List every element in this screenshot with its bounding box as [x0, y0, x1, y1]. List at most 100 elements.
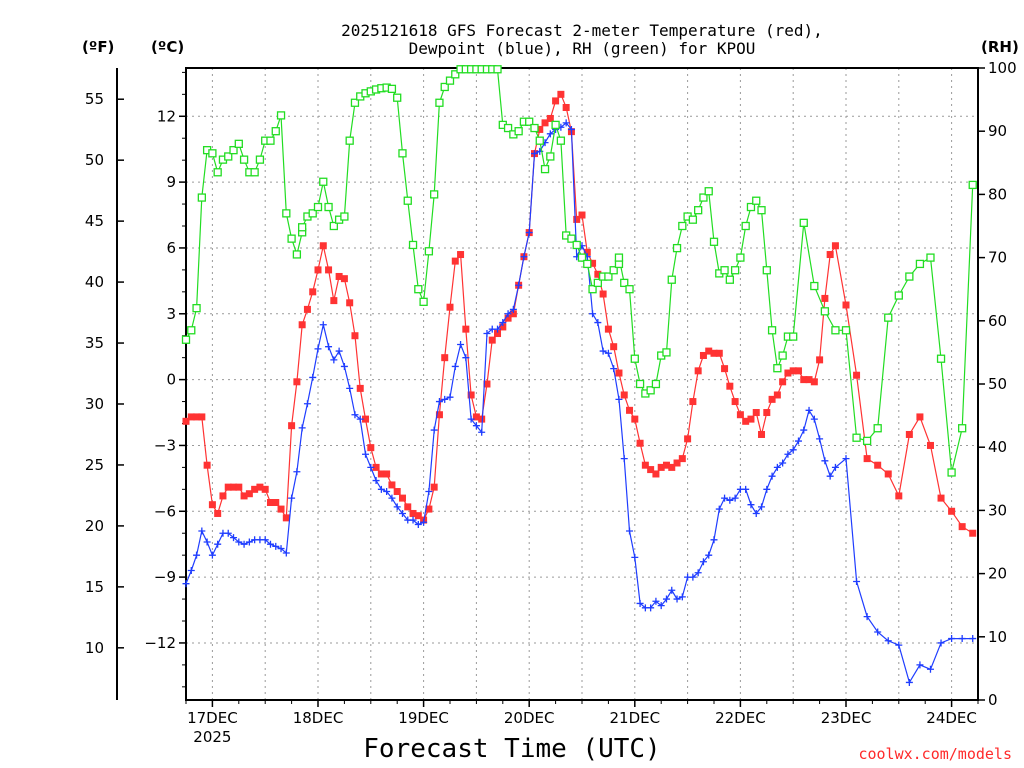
- temperature-point: [594, 270, 602, 278]
- rh-point: [694, 206, 703, 215]
- dewpoint-point: [230, 534, 238, 542]
- dewpoint-point: [235, 538, 243, 546]
- temperature-point: [573, 215, 581, 223]
- dewpoint-point: [673, 595, 681, 603]
- rh-point: [672, 243, 682, 253]
- dewpoint-point: [314, 345, 322, 353]
- temperature-point: [214, 509, 222, 517]
- rh-point: [393, 93, 402, 102]
- rh-point: [345, 136, 354, 145]
- temperature-point: [346, 299, 354, 307]
- dewpoint-point: [895, 641, 903, 649]
- rh-point: [567, 234, 576, 243]
- temperature-point: [731, 398, 739, 406]
- rh-point: [894, 291, 903, 300]
- dewpoint-point: [779, 459, 787, 467]
- celsius-tick-label: 3: [166, 305, 176, 323]
- dewpoint-point: [293, 468, 301, 476]
- temperature-point: [425, 505, 433, 513]
- dewpoint-point: [356, 415, 364, 423]
- temperature-point: [441, 354, 449, 362]
- temperature-point: [356, 384, 364, 392]
- dewpoint-point: [863, 613, 871, 621]
- fahrenheit-tick-label: 25: [85, 456, 104, 474]
- temperature-point: [325, 266, 333, 274]
- dewpoint-point: [494, 325, 502, 333]
- rh-point: [440, 82, 449, 92]
- dewpoint-point: [240, 540, 248, 548]
- dewpoint-point: [325, 343, 333, 351]
- dewpoint-point: [467, 415, 475, 423]
- rh-point: [419, 297, 428, 306]
- temperature-point: [578, 211, 586, 219]
- rh-point: [947, 468, 956, 477]
- temperature-point: [604, 325, 612, 333]
- temperature-point: [747, 415, 755, 423]
- dewpoint-point: [472, 422, 480, 430]
- rh-point: [424, 247, 434, 256]
- temperature-point: [330, 297, 338, 305]
- temperature-point: [805, 376, 813, 384]
- rh-point: [224, 152, 233, 161]
- temperature-point: [224, 483, 232, 491]
- rh-point: [667, 275, 676, 284]
- rh-point: [255, 155, 265, 164]
- rh-point: [773, 364, 782, 373]
- dewpoint-point: [309, 373, 317, 381]
- temperature-point: [773, 391, 781, 399]
- dewpoint-point: [441, 395, 449, 403]
- dewpoint-point: [504, 310, 512, 318]
- dewpoint-point: [193, 551, 201, 559]
- dewpoint-point: [414, 520, 422, 528]
- rh-point: [514, 127, 523, 136]
- temperature-point: [810, 378, 818, 386]
- dewpoint-point: [303, 400, 311, 408]
- dewpoint-point: [362, 450, 370, 458]
- rh-point: [414, 285, 423, 294]
- dewpoint-point: [530, 150, 538, 158]
- dewpoint-point: [203, 538, 211, 546]
- rh-point: [387, 84, 397, 94]
- dewpoint-point: [969, 635, 977, 643]
- rh-point: [678, 221, 687, 231]
- temperature-series: [182, 90, 977, 537]
- dewpoint-point: [272, 542, 280, 550]
- temperature-point: [235, 483, 243, 491]
- rh-point: [546, 152, 555, 161]
- series-layer: [181, 65, 977, 686]
- rh-point: [630, 354, 639, 363]
- dewpoint-point: [182, 580, 190, 588]
- dewpoint-point: [351, 411, 359, 419]
- dewpoint-point: [721, 494, 729, 502]
- rh-point: [329, 221, 338, 231]
- dewpoint-point: [610, 365, 618, 373]
- rh-point: [926, 253, 935, 262]
- temperature-point: [208, 501, 216, 509]
- rh-point: [308, 209, 317, 218]
- temperature-point: [435, 411, 443, 419]
- dewpoint-point: [462, 354, 470, 362]
- celsius-tick-label: 0: [166, 371, 176, 389]
- dewpoint-point: [768, 472, 776, 480]
- temperature-point: [821, 294, 829, 302]
- temperature-point: [673, 459, 681, 467]
- temperature-point: [657, 463, 665, 471]
- dewpoint-point: [319, 321, 327, 329]
- dewpoint-point: [208, 551, 216, 559]
- temperature-point: [916, 413, 924, 421]
- temperature-point: [303, 305, 311, 313]
- temperature-point: [451, 257, 459, 265]
- temperature-point: [615, 369, 623, 377]
- dewpoint-point: [794, 437, 802, 445]
- temperature-point: [298, 321, 306, 329]
- rh-tick-label: 10: [988, 628, 1007, 646]
- dewpoint-point: [668, 586, 676, 594]
- rh-point: [720, 266, 729, 275]
- dewpoint-point: [483, 330, 491, 338]
- rh-point: [319, 177, 328, 186]
- dewpoint-point: [377, 485, 385, 493]
- dewpoint-point: [662, 595, 670, 603]
- dewpoint-point: [515, 281, 523, 289]
- x-tick-label: 17DEC: [187, 709, 238, 727]
- dewpoint-point: [626, 527, 634, 535]
